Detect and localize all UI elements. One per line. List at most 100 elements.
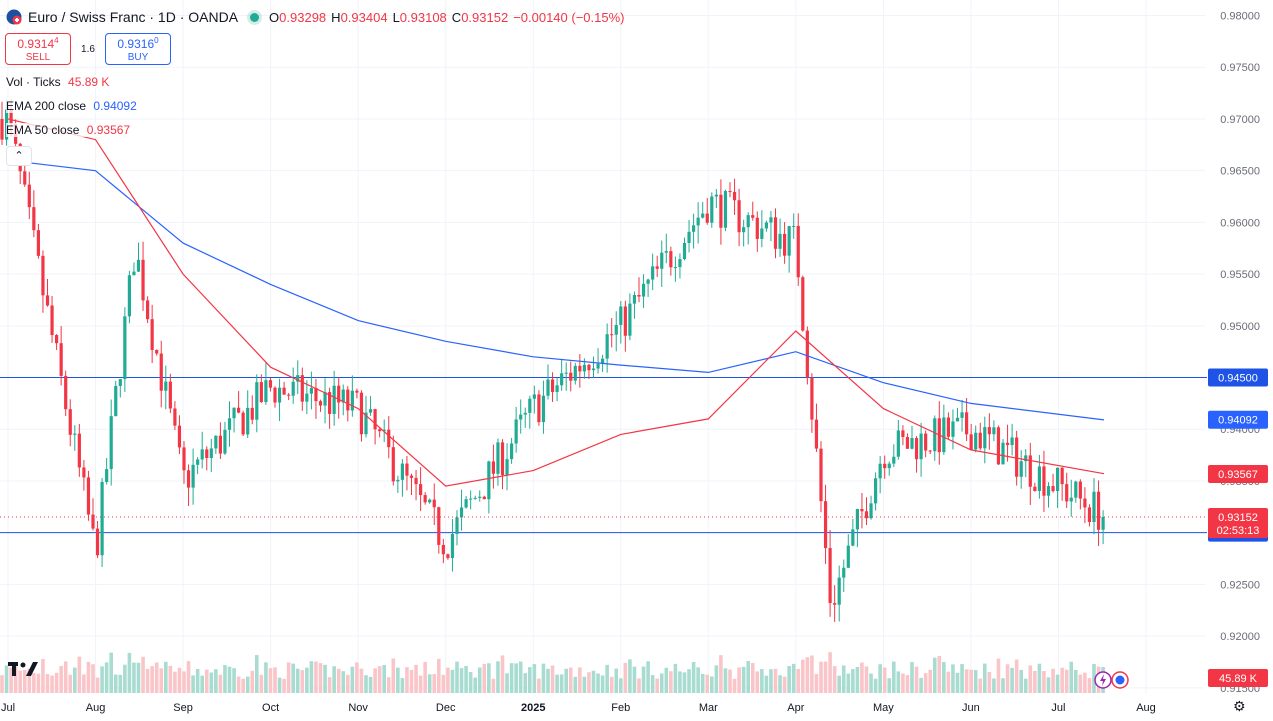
volume-bar <box>1083 672 1087 693</box>
volume-bar <box>22 669 27 693</box>
volume-bar <box>550 665 555 693</box>
candle-body <box>500 442 505 476</box>
candle-body <box>555 385 559 392</box>
volume-bar <box>582 676 587 693</box>
legend-volume[interactable]: Vol · Ticks 45.89 K <box>6 75 110 89</box>
candle-body <box>919 433 923 460</box>
ema200-tag: 0.94092 <box>1218 415 1258 427</box>
candle-body <box>673 267 677 269</box>
candle-body <box>710 196 714 223</box>
candle-body <box>987 427 991 435</box>
candle-body <box>173 408 177 426</box>
candle-body <box>878 463 882 479</box>
candle-body <box>241 412 245 435</box>
candle-body <box>232 407 236 419</box>
x-tick-label: Sep <box>173 702 193 714</box>
volume-tag: 45.89 K <box>1219 673 1258 685</box>
candle-body <box>969 434 973 450</box>
volume-bar <box>1010 667 1014 693</box>
candle-body <box>428 499 432 503</box>
legend-ema200[interactable]: EMA 200 close 0.94092 <box>6 99 137 113</box>
candle-body <box>473 497 477 499</box>
volume-bar <box>18 670 22 693</box>
volume-bar <box>73 667 77 693</box>
volume-bar <box>700 673 705 693</box>
horizontal-lines[interactable] <box>0 377 1207 534</box>
candle-body <box>73 433 77 435</box>
volume-bar <box>723 668 728 693</box>
volume-bar <box>882 667 887 693</box>
ohlc-open: O0.93298 <box>269 10 326 25</box>
x-tick-label: Aug <box>1136 702 1156 714</box>
volume-bar <box>641 666 646 693</box>
trade-panel: 0.93144 SELL 1.6 0.93160 BUY <box>5 33 171 65</box>
volume-bar <box>773 668 778 693</box>
candle-body <box>678 259 682 268</box>
candles <box>0 99 1105 622</box>
volume-bar <box>118 674 123 693</box>
candle-body <box>837 577 841 605</box>
sell-button[interactable]: 0.93144 SELL <box>5 33 71 65</box>
candle-body <box>209 448 213 458</box>
candle-body <box>1024 455 1028 462</box>
tradingview-logo[interactable] <box>8 660 40 686</box>
ema200-tag-bg <box>1208 410 1268 429</box>
buy-button[interactable]: 0.93160 BUY <box>105 33 171 65</box>
volume-bar <box>441 674 446 693</box>
volume-bar <box>91 664 95 693</box>
price-axis[interactable]: 0.98000 0.97500 0.97000 0.96500 0.96000 0.955… <box>1220 11 1260 695</box>
volume-bar <box>1069 661 1074 693</box>
x-tick-label: Jul <box>1051 702 1065 714</box>
candle-body <box>1019 461 1023 477</box>
candle-body <box>250 407 254 420</box>
candle-body <box>273 387 277 403</box>
volume-bar <box>427 674 432 693</box>
price-tags: 0.945000.930000.940920.935670.9315202:53… <box>1208 368 1268 687</box>
volume-bar <box>255 655 259 693</box>
change-value: −0.00140 (−0.15%) <box>513 9 625 25</box>
candle-body <box>419 484 423 496</box>
volume-bar <box>823 661 828 693</box>
candle-body <box>696 217 700 226</box>
candle-body <box>41 255 45 296</box>
volume-bar <box>45 674 50 693</box>
volume-bar <box>664 667 669 693</box>
buy-label: BUY <box>127 52 149 63</box>
candle-body <box>127 275 131 317</box>
settings-icon[interactable]: ⚙ <box>1233 698 1246 714</box>
volume-bar <box>4 665 9 693</box>
volume-bar <box>264 662 268 693</box>
volume-bar <box>619 678 623 693</box>
candle-body <box>823 501 828 549</box>
candle-body <box>214 435 218 449</box>
volume-bar <box>277 677 282 693</box>
volume-bar <box>1037 663 1042 693</box>
candle-body <box>996 427 1001 465</box>
volume-bar <box>391 658 396 693</box>
volume-bar <box>232 668 236 693</box>
candle-body <box>801 277 805 331</box>
volume-bar <box>596 673 600 693</box>
volume-bar <box>1078 674 1083 693</box>
calendar-event-icon-inner <box>1115 675 1125 685</box>
volume-bar <box>386 677 391 693</box>
symbol-title[interactable]: Euro / Swiss Franc · 1D · OANDA <box>28 9 239 25</box>
x-tick-label: Jul <box>1 702 15 714</box>
candle-body <box>309 388 313 394</box>
candle-body <box>300 375 304 402</box>
volume-bar <box>960 664 964 693</box>
candle-body <box>59 343 63 376</box>
candle-body <box>1069 497 1073 502</box>
volume-bar <box>477 667 482 693</box>
volume-bar <box>564 668 568 693</box>
volume-bar <box>869 673 873 693</box>
candle-body <box>587 364 591 371</box>
chevron-up-icon[interactable]: ⌃ <box>6 146 32 166</box>
volume-bar <box>132 662 136 693</box>
volume-bar <box>482 663 487 693</box>
time-axis[interactable]: Jul Aug Sep Oct Nov Dec 2025 Feb Mar Apr May Jun Jul… <box>1 702 1156 714</box>
legend-ema50[interactable]: EMA 50 close 0.93567 <box>6 123 131 137</box>
volume-bar <box>327 677 332 693</box>
volume-bar <box>819 661 823 693</box>
